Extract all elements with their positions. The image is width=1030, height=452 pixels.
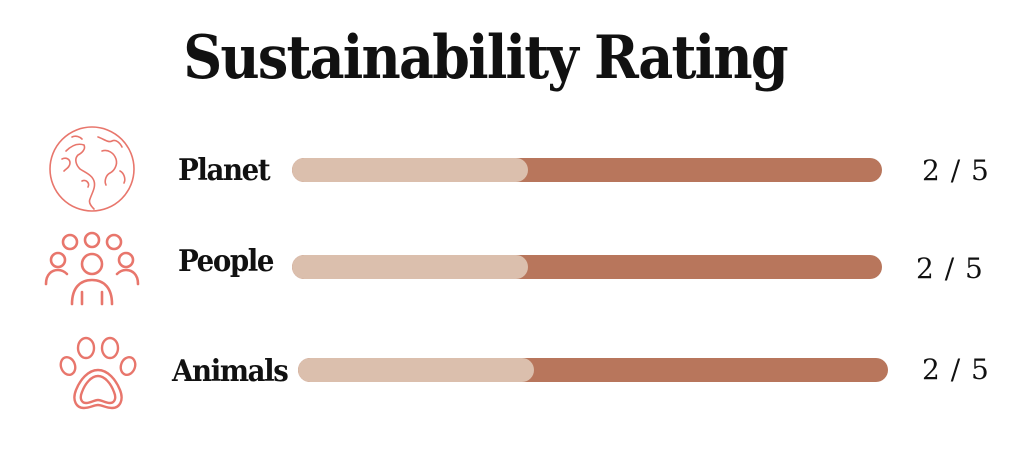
rating-row-planet: Planet 2 / 5 — [0, 125, 1030, 215]
rating-row-people: People 2 / 5 — [0, 222, 1030, 312]
rating-label-people: People — [178, 244, 274, 279]
people-group-icon — [42, 222, 142, 312]
rating-row-animals: Animals 2 / 5 — [0, 326, 1030, 416]
rating-score-planet: 2 / 5 — [922, 154, 990, 187]
rating-bar-fill-planet — [292, 158, 528, 182]
rating-bar-people — [292, 255, 882, 279]
rating-bar-fill-people — [292, 255, 528, 279]
rating-bar-fill-animals — [298, 358, 534, 382]
globe-icon — [42, 125, 142, 215]
rating-score-animals: 2 / 5 — [922, 353, 990, 386]
paw-print-icon — [48, 332, 148, 422]
rating-label-planet: Planet — [178, 153, 271, 188]
rating-bar-planet — [292, 158, 882, 182]
page-title: Sustainability Rating — [183, 23, 788, 93]
rating-bar-animals — [298, 358, 888, 382]
rating-label-animals: Animals — [172, 354, 289, 389]
rating-score-people: 2 / 5 — [916, 252, 984, 285]
